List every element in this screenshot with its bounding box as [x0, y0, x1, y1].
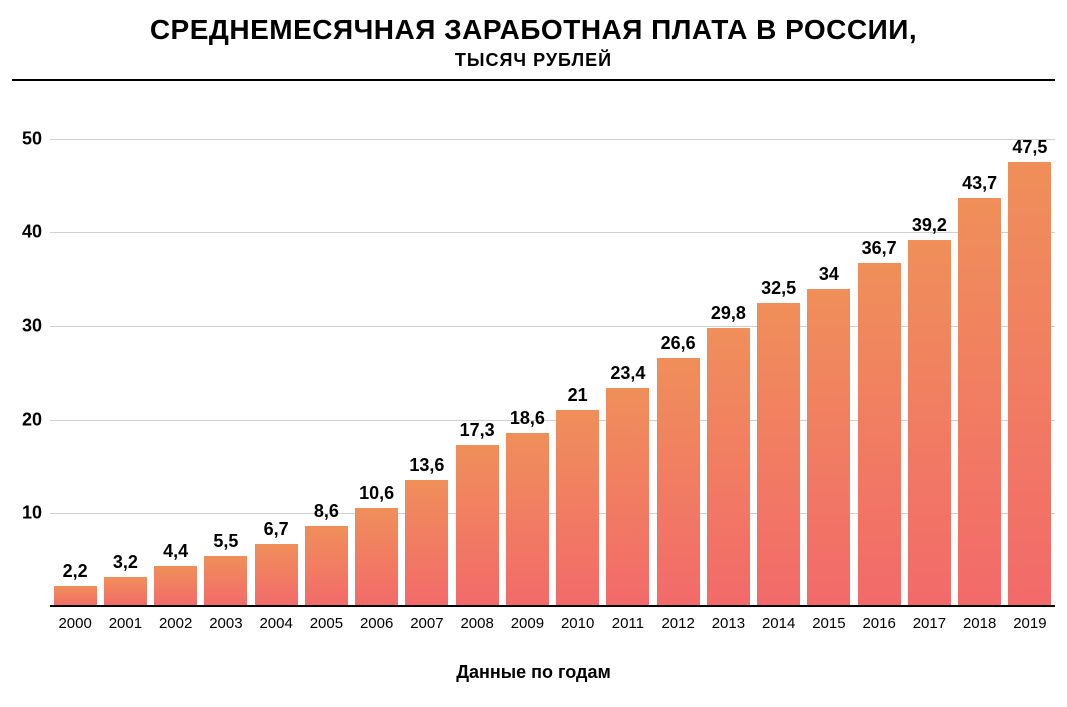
bar: [1008, 162, 1051, 607]
bar-slot: 5,5: [201, 120, 251, 607]
x-tick-label: 2019: [1005, 607, 1055, 637]
y-axis: 10 20 30 40 50: [12, 120, 50, 607]
bar-value-label: 4,4: [163, 541, 188, 562]
bar-value-label: 2,2: [63, 561, 88, 582]
bar: [305, 526, 348, 607]
bar: [355, 508, 398, 607]
chart-container: 10 20 30 40 50 2,2 3,2 4,4 5,5 6,7 8,6 10,6 13,6 17,…: [12, 120, 1055, 637]
bar-slot: 10,6: [352, 120, 402, 607]
bar: [807, 289, 850, 607]
bar: [54, 586, 97, 607]
y-tick-label: 30: [22, 316, 42, 337]
bar: [204, 556, 247, 608]
bar: [606, 388, 649, 607]
bar: [506, 433, 549, 607]
bar-value-label: 26,6: [661, 333, 696, 354]
x-tick-label: 2018: [955, 607, 1005, 637]
bar-value-label: 5,5: [213, 531, 238, 552]
bars-group: 2,2 3,2 4,4 5,5 6,7 8,6 10,6 13,6 17,3 18,6 21 23,4…: [50, 120, 1055, 607]
bar-slot: 17,3: [452, 120, 502, 607]
y-tick-label: 20: [22, 409, 42, 430]
y-tick-label: 10: [22, 503, 42, 524]
x-tick-label: 2003: [201, 607, 251, 637]
bar-slot: 26,6: [653, 120, 703, 607]
bar-value-label: 3,2: [113, 552, 138, 573]
x-tick-label: 2002: [151, 607, 201, 637]
y-tick-label: 50: [22, 128, 42, 149]
bar-slot: 4,4: [151, 120, 201, 607]
x-tick-label: 2015: [804, 607, 854, 637]
x-tick-label: 2005: [301, 607, 351, 637]
bar: [757, 303, 800, 607]
x-axis-title: Данные по годам: [0, 662, 1067, 683]
bar-slot: 2,2: [50, 120, 100, 607]
bar-value-label: 36,7: [862, 238, 897, 259]
x-tick-label: 2010: [553, 607, 603, 637]
bar-value-label: 6,7: [264, 519, 289, 540]
bar: [707, 328, 750, 607]
bar: [556, 410, 599, 607]
bar-slot: 18,6: [502, 120, 552, 607]
bar-value-label: 17,3: [460, 420, 495, 441]
bar-slot: 13,6: [402, 120, 452, 607]
x-tick-label: 2007: [402, 607, 452, 637]
x-tick-label: 2017: [904, 607, 954, 637]
bar-value-label: 18,6: [510, 408, 545, 429]
chart-subtitle: ТЫСЯЧ РУБЛЕЙ: [0, 50, 1067, 71]
x-tick-label: 2004: [251, 607, 301, 637]
bar-slot: 6,7: [251, 120, 301, 607]
bar-slot: 3,2: [100, 120, 150, 607]
bar-value-label: 21: [568, 385, 588, 406]
x-tick-label: 2014: [754, 607, 804, 637]
bar: [456, 445, 499, 607]
x-tick-label: 2009: [502, 607, 552, 637]
bar: [255, 544, 298, 607]
bar-value-label: 10,6: [359, 483, 394, 504]
bar: [958, 198, 1001, 607]
bar: [104, 577, 147, 607]
x-tick-label: 2013: [703, 607, 753, 637]
bar-value-label: 32,5: [761, 278, 796, 299]
bar-slot: 21: [553, 120, 603, 607]
bar-value-label: 23,4: [610, 363, 645, 384]
bar-value-label: 47,5: [1012, 137, 1047, 158]
bar-value-label: 43,7: [962, 173, 997, 194]
bar-slot: 39,2: [904, 120, 954, 607]
bar: [405, 480, 448, 607]
x-tick-label: 2012: [653, 607, 703, 637]
x-tick-label: 2008: [452, 607, 502, 637]
bar-slot: 29,8: [703, 120, 753, 607]
x-tick-label: 2006: [352, 607, 402, 637]
x-tick-label: 2000: [50, 607, 100, 637]
x-tick-label: 2011: [603, 607, 653, 637]
bar: [858, 263, 901, 607]
bar-slot: 23,4: [603, 120, 653, 607]
bar-value-label: 34: [819, 264, 839, 285]
bar-value-label: 13,6: [409, 455, 444, 476]
chart-title: СРЕДНЕМЕСЯЧНАЯ ЗАРАБОТНАЯ ПЛАТА В РОССИИ…: [0, 0, 1067, 46]
bar-value-label: 39,2: [912, 215, 947, 236]
bar-slot: 36,7: [854, 120, 904, 607]
bar-slot: 47,5: [1005, 120, 1055, 607]
x-tick-label: 2001: [100, 607, 150, 637]
bar: [154, 566, 197, 607]
bar: [908, 240, 951, 607]
bar-slot: 32,5: [754, 120, 804, 607]
plot-area: 2,2 3,2 4,4 5,5 6,7 8,6 10,6 13,6 17,3 18,6 21 23,4…: [50, 120, 1055, 607]
bar-slot: 34: [804, 120, 854, 607]
title-divider: [12, 79, 1055, 81]
y-tick-label: 40: [22, 222, 42, 243]
bar-value-label: 8,6: [314, 501, 339, 522]
bar-slot: 8,6: [301, 120, 351, 607]
bar: [657, 358, 700, 607]
bar-slot: 43,7: [955, 120, 1005, 607]
bar-value-label: 29,8: [711, 303, 746, 324]
x-tick-label: 2016: [854, 607, 904, 637]
x-axis: 2000200120022003200420052006200720082009…: [50, 607, 1055, 637]
